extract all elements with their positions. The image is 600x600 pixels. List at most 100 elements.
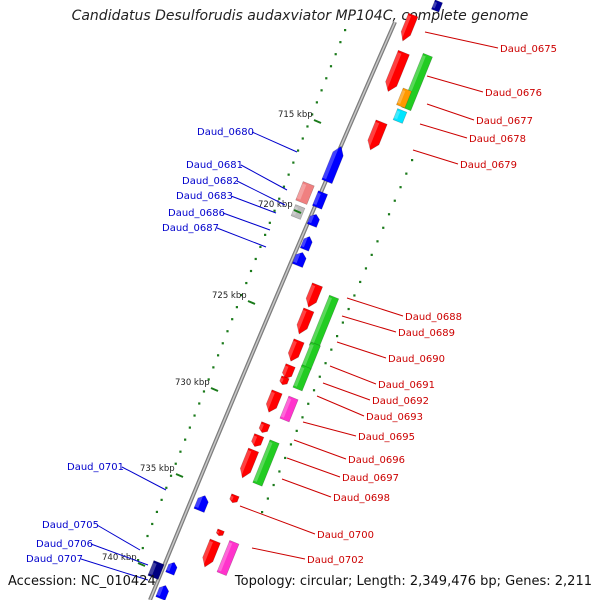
kbp-tick-mark xyxy=(293,209,302,214)
gene-label-right[interactable]: Daud_0677 xyxy=(476,116,533,127)
gene-label-right[interactable]: Daud_0700 xyxy=(317,530,374,541)
gene-daud-0702[interactable] xyxy=(200,538,221,569)
kbp-tick-mark xyxy=(137,562,146,567)
gene-label-right[interactable]: Daud_0675 xyxy=(500,44,557,55)
outer-ring-dot xyxy=(359,280,362,284)
gene-daud-0691-rna[interactable] xyxy=(292,364,312,392)
gene-label-right[interactable]: Daud_0692 xyxy=(372,396,429,407)
inner-ring-dot xyxy=(320,89,323,92)
gene-daud-0675[interactable] xyxy=(398,12,419,43)
gene-daud-0679[interactable] xyxy=(365,119,388,152)
gene-daud-0675b[interactable] xyxy=(431,0,443,13)
gene-daud-0683b[interactable] xyxy=(306,213,321,228)
inner-ring-dot xyxy=(174,462,177,465)
outer-ring-dot xyxy=(393,199,396,202)
gene-label-right[interactable]: Daud_0698 xyxy=(333,493,390,504)
gene-daud-0702a[interactable] xyxy=(215,528,225,537)
gene-daud-0695b[interactable] xyxy=(250,433,265,449)
kbp-tick-label: 720 kbp xyxy=(258,200,293,210)
gene-label-left[interactable]: Daud_0687 xyxy=(162,223,219,234)
gene-label-right[interactable]: Daud_0693 xyxy=(366,412,423,423)
gene-label-left[interactable]: Daud_0686 xyxy=(168,208,225,219)
leader-line-left xyxy=(90,543,149,566)
leader-line-right xyxy=(412,149,459,165)
gene-label-right[interactable]: Daud_0697 xyxy=(342,473,399,484)
leader-line-right xyxy=(239,505,316,535)
gene-label-left[interactable]: Daud_0707 xyxy=(26,554,83,565)
gene-daud-0696[interactable] xyxy=(237,447,260,480)
gene-daud-0681[interactable] xyxy=(295,181,315,205)
outer-ring-dot xyxy=(261,511,264,514)
gene-label-right[interactable]: Daud_0691 xyxy=(378,380,435,391)
leader-line-left xyxy=(80,558,149,581)
inner-ring-dot xyxy=(259,245,262,249)
outer-ring-dot xyxy=(284,456,287,460)
leader-line-right xyxy=(286,457,341,478)
inner-ring-dot xyxy=(221,342,224,345)
gene-daud-0701[interactable] xyxy=(193,494,210,513)
inner-ring-dot xyxy=(207,378,210,381)
leader-line-right xyxy=(426,103,475,121)
gene-daud-0687[interactable] xyxy=(291,250,307,268)
outer-ring-dot xyxy=(364,267,368,270)
gene-daud-0693[interactable] xyxy=(264,389,283,415)
inner-ring-dot xyxy=(306,125,309,128)
gene-daud-0678[interactable] xyxy=(392,108,408,124)
gene-daud-0686[interactable] xyxy=(299,235,314,252)
gene-label-left[interactable]: Daud_0680 xyxy=(197,127,254,138)
leader-line-left xyxy=(121,466,167,491)
inner-ring-dot xyxy=(151,522,154,526)
gene-daud-0707[interactable] xyxy=(155,584,171,600)
gene-label-right[interactable]: Daud_0688 xyxy=(405,312,462,323)
gene-daud-0682[interactable] xyxy=(311,190,329,210)
kbp-tick-label: 725 kbp xyxy=(212,291,247,301)
gene-label-right[interactable]: Daud_0679 xyxy=(460,160,517,171)
gene-daud-0700[interactable] xyxy=(229,493,240,504)
gene-daud-0690[interactable] xyxy=(286,338,305,364)
gene-daud-0677[interactable] xyxy=(396,87,412,109)
gene-label-left[interactable]: Daud_0683 xyxy=(176,191,233,202)
gene-label-right[interactable]: Daud_0695 xyxy=(358,432,415,443)
gene-label-right[interactable]: Daud_0678 xyxy=(469,134,526,145)
gene-daud-0706[interactable] xyxy=(147,560,165,580)
gene-daud-0702b[interactable] xyxy=(216,539,240,577)
outer-ring-dot xyxy=(376,240,379,243)
gene-daud-0690-rna[interactable] xyxy=(301,341,321,371)
gene-daud-0693b[interactable] xyxy=(279,395,299,423)
inner-ring-dot xyxy=(226,330,229,333)
gene-daud-0688[interactable] xyxy=(303,282,323,309)
outer-ring-dot xyxy=(272,483,275,487)
gene-daud-0691[interactable] xyxy=(281,363,296,381)
leader-line-right xyxy=(341,315,397,333)
outer-ring-dot xyxy=(382,226,385,229)
gene-daud-0695[interactable] xyxy=(258,421,271,435)
inner-ring-dot xyxy=(245,281,248,285)
gene-daud-0680[interactable] xyxy=(321,144,346,185)
gene-label-left[interactable]: Daud_0682 xyxy=(182,176,239,187)
gene-label-left[interactable]: Daud_0701 xyxy=(67,462,124,473)
gene-label-right[interactable]: Daud_0689 xyxy=(398,328,455,339)
gene-daud-0705[interactable] xyxy=(165,561,179,576)
gene-label-right[interactable]: Daud_0676 xyxy=(485,88,542,99)
inner-ring-dot xyxy=(278,197,281,200)
inner-ring-dot xyxy=(212,366,215,369)
gene-label-left[interactable]: Daud_0706 xyxy=(36,539,93,550)
gene-daud-0689[interactable] xyxy=(294,307,315,336)
gene-label-right[interactable]: Daud_0696 xyxy=(348,455,405,466)
gene-label-left[interactable]: Daud_0705 xyxy=(42,520,99,531)
gene-daud-0676[interactable] xyxy=(383,49,410,93)
outer-ring-dot xyxy=(295,429,298,432)
gene-label-right[interactable]: Daud_0702 xyxy=(307,555,364,566)
leader-line-right xyxy=(322,382,371,401)
outer-ring-dot xyxy=(336,335,339,338)
inner-ring-dot xyxy=(179,450,182,453)
gene-daud-0697[interactable] xyxy=(252,439,280,487)
inner-ring-dot xyxy=(202,390,206,393)
gene-label-left[interactable]: Daud_0681 xyxy=(186,160,243,171)
inner-ring-dot xyxy=(254,257,257,261)
leader-line-left xyxy=(216,227,267,248)
kbp-tick-mark xyxy=(175,473,184,478)
gene-label-right[interactable]: Daud_0690 xyxy=(388,354,445,365)
gene-daud-0692[interactable] xyxy=(279,375,290,386)
